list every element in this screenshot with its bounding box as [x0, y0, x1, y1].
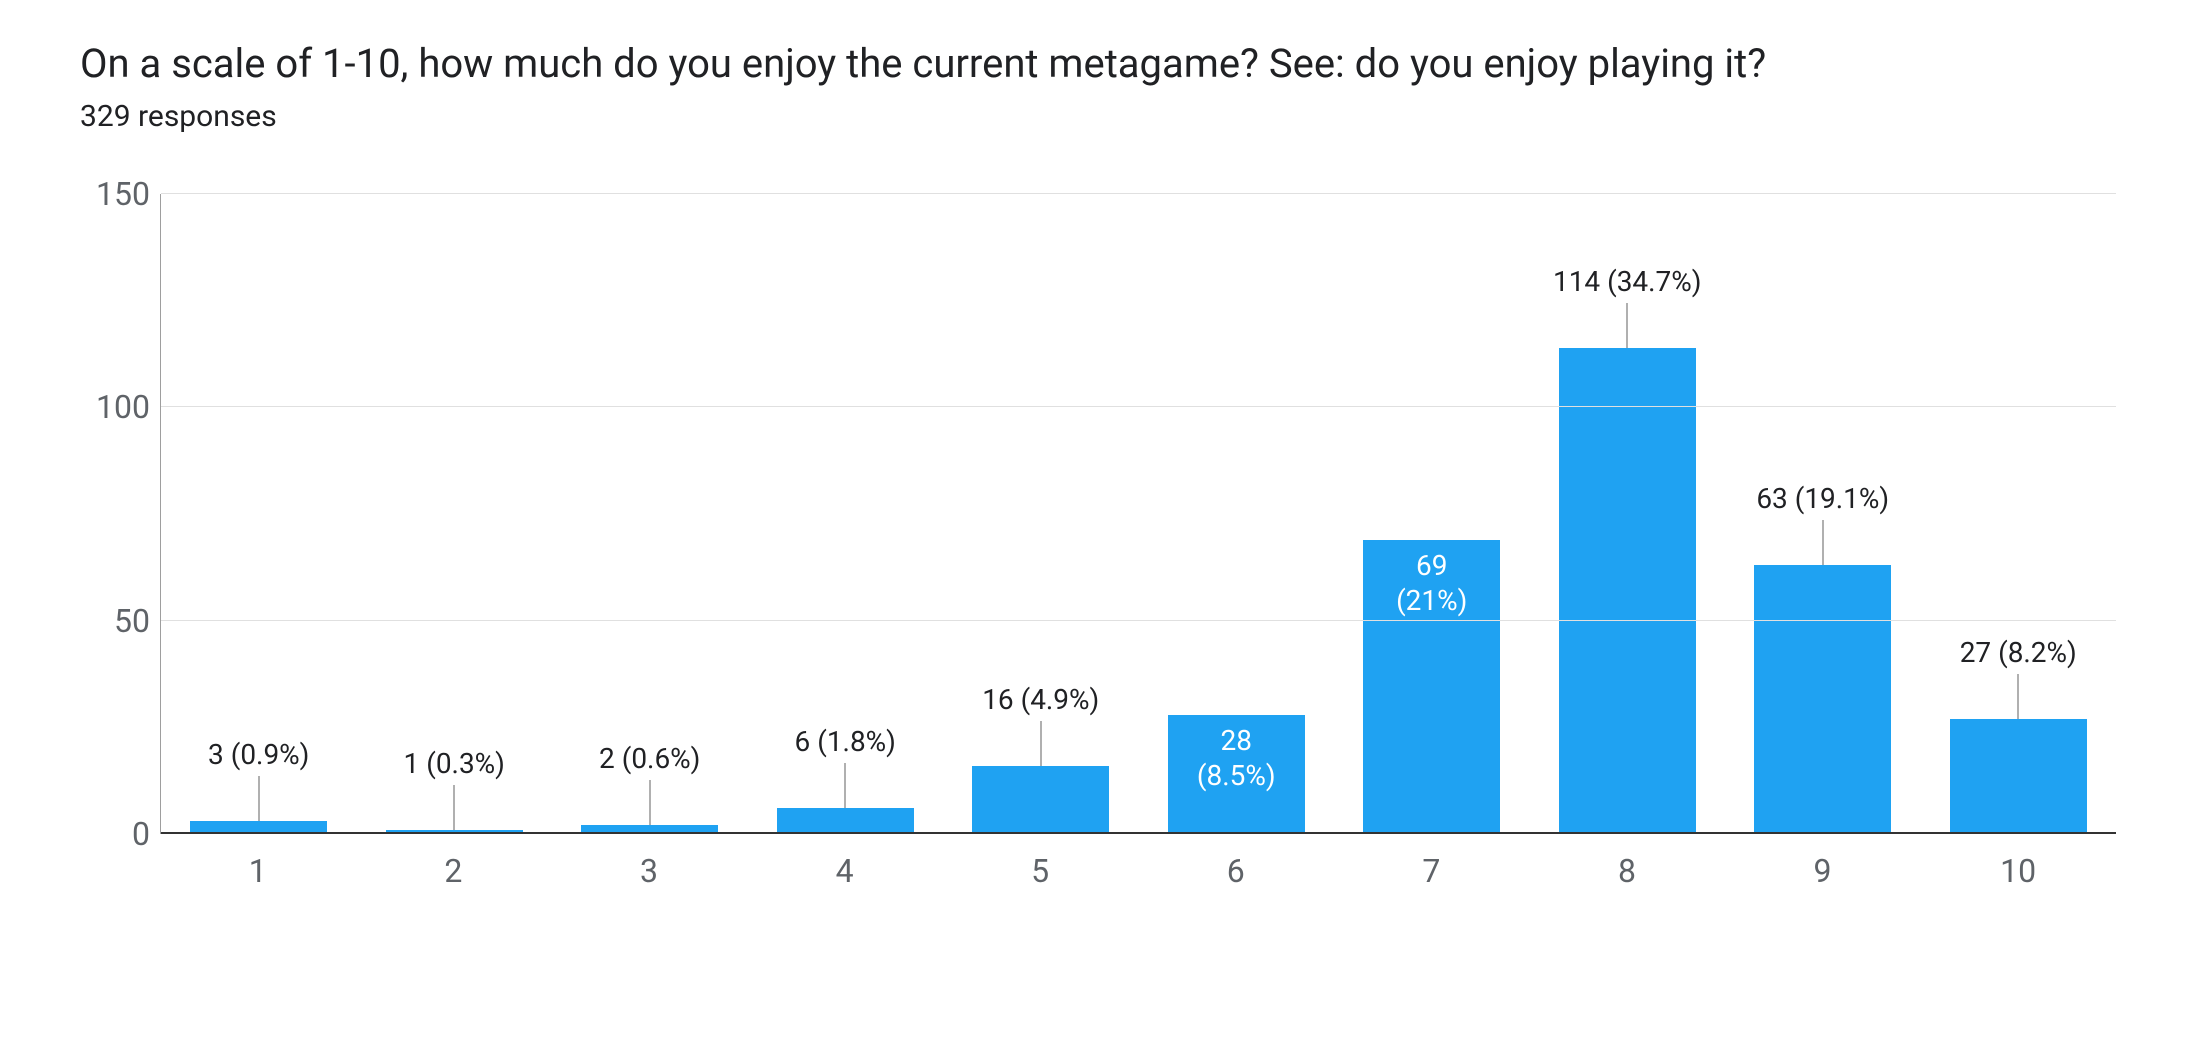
gridline	[161, 193, 2116, 194]
bar[interactable]: 28(8.5%)	[1168, 715, 1305, 834]
x-baseline	[161, 832, 2116, 834]
bar-value-label: 6 (1.8%)	[795, 725, 896, 758]
bar-value-label: 3 (0.9%)	[208, 738, 309, 771]
x-tick-label: 2	[356, 834, 552, 914]
x-tick-label: 5	[942, 834, 1138, 914]
bar-slot: 27 (8.2%)	[1921, 194, 2117, 834]
x-tick-label: 7	[1334, 834, 1530, 914]
bars-container: 3 (0.9%) 1 (0.3%) 2 (0.6%) 6 (1.8%) 16 (4.9%…	[161, 194, 2116, 834]
x-tick-label: 1	[160, 834, 356, 914]
bar[interactable]	[1950, 719, 2087, 834]
value-tick-line	[258, 776, 259, 821]
bar-value-label: 63 (19.1%)	[1756, 482, 1889, 515]
bar[interactable]	[777, 808, 914, 834]
x-tick-label: 10	[1920, 834, 2116, 914]
chart-title: On a scale of 1-10, how much do you enjo…	[80, 40, 2116, 87]
plot-area: 3 (0.9%) 1 (0.3%) 2 (0.6%) 6 (1.8%) 16 (4.9%…	[160, 194, 2116, 834]
bar-value-label: 2 (0.6%)	[599, 742, 700, 775]
bar-value-label: 1 (0.3%)	[404, 747, 505, 780]
bar-slot: 1 (0.3%)	[357, 194, 553, 834]
bar-value-label: 114 (34.7%)	[1553, 265, 1702, 298]
x-axis: 12345678910	[160, 834, 2116, 914]
x-tick-label: 6	[1138, 834, 1334, 914]
gridline	[161, 406, 2116, 407]
value-tick-line	[1627, 303, 1628, 348]
value-tick-line	[1040, 721, 1041, 766]
x-tick-label: 4	[747, 834, 943, 914]
bar-value-label: 16 (4.9%)	[982, 683, 1099, 716]
value-tick-line	[1822, 520, 1823, 565]
chart-subtitle: 329 responses	[80, 99, 2116, 134]
value-tick-line	[649, 780, 650, 825]
bar[interactable]	[1754, 565, 1891, 834]
bar-slot: 16 (4.9%)	[943, 194, 1139, 834]
x-tick-label: 9	[1725, 834, 1921, 914]
bar-slot: 2 (0.6%)	[552, 194, 748, 834]
x-tick-label: 8	[1529, 834, 1725, 914]
bar-slot: 114 (34.7%)	[1530, 194, 1726, 834]
chart: 050100150 3 (0.9%)1 (0.3%)2 (0.6%)6 (1.8…	[160, 194, 2116, 914]
bar[interactable]: 69(21%)	[1363, 540, 1500, 834]
y-tick-label: 0	[132, 815, 150, 853]
y-tick-label: 50	[114, 602, 150, 640]
y-axis: 050100150	[90, 194, 160, 834]
bar-slot: 3 (0.9%)	[161, 194, 357, 834]
y-tick-label: 100	[96, 388, 150, 426]
value-tick-line	[454, 785, 455, 830]
gridline	[161, 620, 2116, 621]
x-tick-label: 3	[551, 834, 747, 914]
bar[interactable]	[1559, 348, 1696, 834]
bar-value-label: 27 (8.2%)	[1960, 636, 2077, 669]
bar-slot: 69(21%)	[1334, 194, 1530, 834]
y-tick-label: 150	[96, 175, 150, 213]
bar[interactable]	[972, 766, 1109, 834]
bar-value-label: 28(8.5%)	[1168, 723, 1305, 793]
bar-slot: 28(8.5%)	[1139, 194, 1335, 834]
bar-slot: 6 (1.8%)	[748, 194, 944, 834]
value-tick-line	[845, 763, 846, 808]
bar-value-label: 69(21%)	[1363, 548, 1500, 618]
value-tick-line	[2018, 674, 2019, 719]
bar-slot: 63 (19.1%)	[1725, 194, 1921, 834]
